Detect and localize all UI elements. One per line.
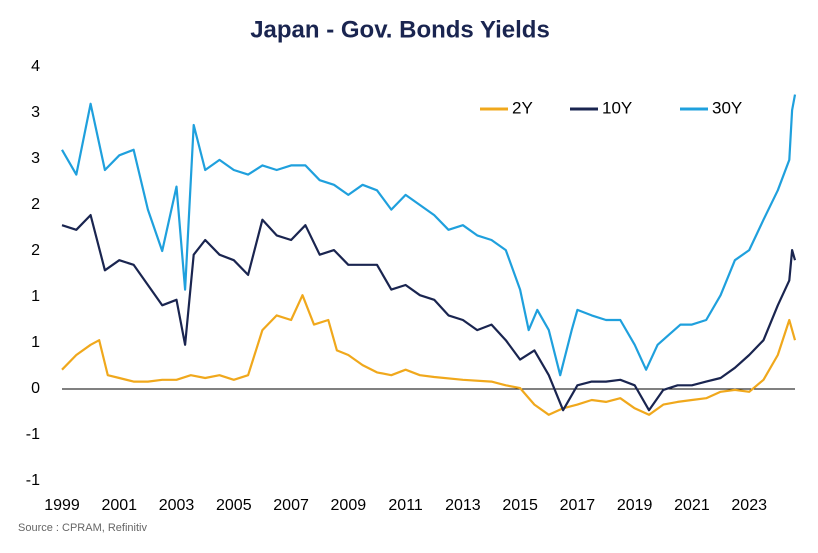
chart-title: Japan - Gov. Bonds Yields (250, 16, 550, 43)
legend-label: 10Y (602, 98, 632, 117)
y-tick-label: 3 (31, 104, 40, 121)
y-tick-label: 1 (31, 288, 40, 305)
x-tick-label: 2005 (216, 497, 252, 514)
x-tick-label: 2013 (445, 497, 481, 514)
x-tick-label: 2003 (159, 497, 195, 514)
series-line (61, 294, 797, 416)
x-tick-label: 2001 (101, 497, 137, 514)
x-tick-label: 2007 (273, 497, 309, 514)
series-line (61, 94, 797, 377)
y-tick-label: 1 (31, 334, 40, 351)
y-tick-label: -1 (26, 472, 40, 489)
legend-label: 30Y (712, 98, 742, 117)
y-tick-label: 2 (31, 242, 40, 259)
x-tick-label: 1999 (44, 497, 80, 514)
y-tick-label: 4 (31, 58, 40, 75)
x-tick-label: 2023 (731, 497, 767, 514)
x-tick-label: 2009 (331, 497, 367, 514)
x-tick-label: 2015 (502, 497, 538, 514)
y-tick-label: -1 (26, 426, 40, 443)
y-tick-label: 0 (31, 380, 40, 397)
source-note: Source : CPRAM, Refinitiv (18, 522, 147, 534)
x-tick-label: 2017 (560, 497, 596, 514)
series-line (61, 214, 797, 412)
x-tick-label: 2021 (674, 497, 710, 514)
y-tick-label: 2 (31, 196, 40, 213)
legend-label: 2Y (512, 98, 533, 117)
x-tick-label: 2011 (388, 497, 423, 514)
y-tick-label: 3 (31, 150, 40, 167)
x-tick-label: 2019 (617, 497, 653, 514)
